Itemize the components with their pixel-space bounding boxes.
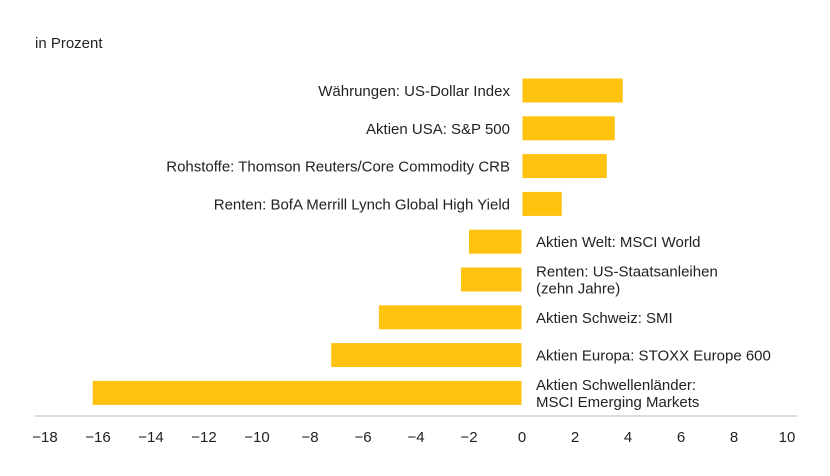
- x-tick-label: −18: [32, 429, 57, 446]
- category-label-line: (zehn Jahre): [536, 281, 620, 298]
- x-tick-label: −6: [354, 429, 371, 446]
- x-tick-label: −8: [301, 429, 318, 446]
- category-label-line: Aktien USA: S&P 500: [366, 121, 510, 138]
- category-label-line: MSCI Emerging Markets: [536, 394, 699, 411]
- x-tick-label: 2: [571, 429, 579, 446]
- x-tick-label: −2: [460, 429, 477, 446]
- category-label-line: Aktien Schweiz: SMI: [536, 310, 673, 327]
- category-label-line: Aktien Schwellenländer:: [536, 377, 696, 394]
- x-tick-label: 10: [779, 429, 796, 446]
- unit-label: in Prozent: [35, 35, 103, 52]
- bar: [522, 78, 623, 103]
- category-label: Aktien Welt: MSCI World: [536, 234, 701, 251]
- bar: [461, 267, 522, 292]
- category-label-line: Renten: US-Staatsanleihen: [536, 264, 718, 281]
- category-label: Renten: BofA Merrill Lynch Global High Y…: [214, 196, 510, 213]
- category-label: Währungen: US-Dollar Index: [318, 83, 510, 100]
- category-label-line: Währungen: US-Dollar Index: [318, 83, 510, 100]
- x-tick-label: 6: [677, 429, 685, 446]
- category-label: Aktien Europa: STOXX Europe 600: [536, 348, 771, 365]
- bar: [331, 343, 522, 368]
- x-tick-label: 8: [730, 429, 738, 446]
- x-tick-label: 0: [518, 429, 526, 446]
- bars-group: [92, 74, 623, 416]
- x-tick-label: −16: [85, 429, 110, 446]
- x-ticks-group: −18 −16 −14 −12 −10 −8 −6 −4 −2 0 2 4 6 8 10: [32, 429, 795, 446]
- category-label: Aktien Schweiz: SMI: [536, 310, 673, 327]
- category-label: Aktien Schwellenländer: MSCI Emerging Mar…: [536, 377, 699, 411]
- bar: [92, 380, 522, 405]
- category-label: Aktien USA: S&P 500: [366, 121, 510, 138]
- x-tick-label: −14: [138, 429, 163, 446]
- bar: [522, 191, 562, 216]
- category-label-line: Renten: BofA Merrill Lynch Global High Y…: [214, 196, 510, 213]
- category-label: Rohstoffe: Thomson Reuters/Core Commodit…: [166, 159, 510, 176]
- bar: [522, 154, 607, 179]
- bar: [378, 305, 522, 330]
- category-label-line: Aktien Welt: MSCI World: [536, 234, 701, 251]
- category-label: Renten: US-Staatsanleihen (zehn Jahre): [536, 264, 718, 298]
- category-labels-group: Währungen: US-Dollar Index Aktien USA: S&…: [166, 83, 771, 411]
- category-label-line: Rohstoffe: Thomson Reuters/Core Commodit…: [166, 159, 510, 176]
- category-label-line: Aktien Europa: STOXX Europe 600: [536, 348, 771, 365]
- x-tick-label: −4: [407, 429, 424, 446]
- bar: [522, 116, 615, 141]
- bar: [469, 229, 522, 254]
- x-tick-label: 4: [624, 429, 632, 446]
- x-tick-label: −12: [191, 429, 216, 446]
- x-tick-label: −10: [244, 429, 269, 446]
